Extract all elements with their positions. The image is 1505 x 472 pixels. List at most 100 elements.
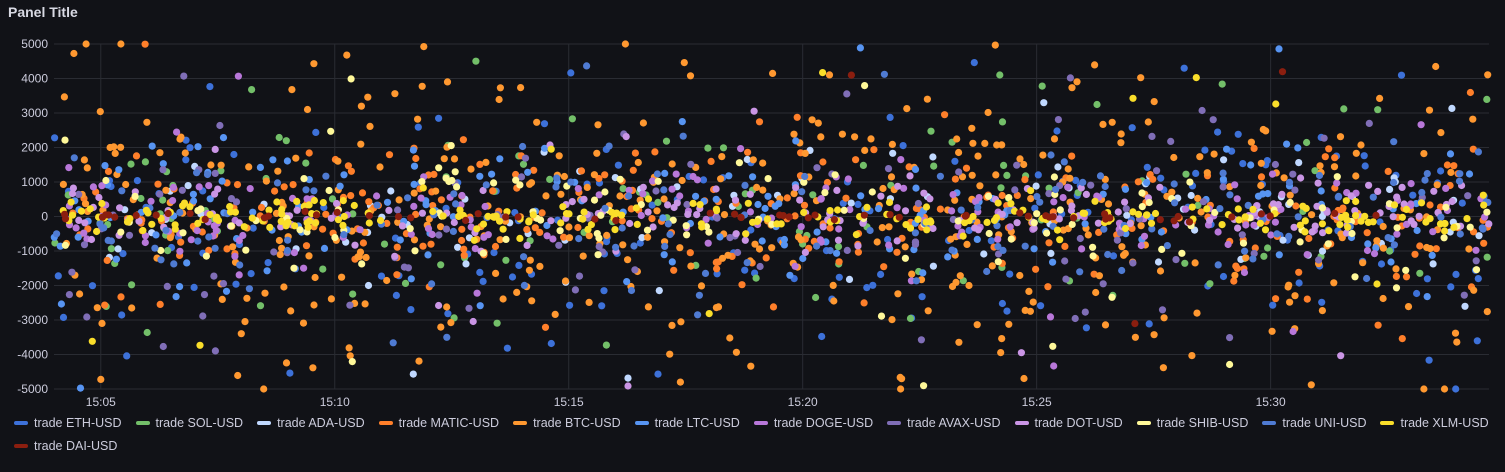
- data-point[interactable]: [1140, 232, 1149, 240]
- data-point[interactable]: [926, 217, 934, 225]
- data-point[interactable]: [514, 213, 522, 221]
- data-point[interactable]: [1266, 212, 1274, 220]
- data-point[interactable]: [1226, 334, 1234, 342]
- data-point[interactable]: [842, 194, 850, 202]
- data-point[interactable]: [361, 300, 369, 308]
- data-point[interactable]: [1209, 116, 1217, 124]
- data-point[interactable]: [1092, 288, 1100, 297]
- data-point[interactable]: [920, 189, 928, 197]
- data-point[interactable]: [280, 183, 288, 191]
- data-point[interactable]: [97, 375, 105, 383]
- data-point[interactable]: [951, 175, 960, 183]
- data-point[interactable]: [1297, 174, 1305, 182]
- data-point[interactable]: [499, 295, 507, 303]
- data-point[interactable]: [1484, 71, 1492, 79]
- data-point[interactable]: [447, 142, 455, 150]
- data-point[interactable]: [999, 246, 1007, 254]
- data-point[interactable]: [116, 204, 124, 212]
- data-point[interactable]: [568, 198, 576, 206]
- data-point[interactable]: [65, 164, 73, 172]
- data-point[interactable]: [339, 197, 347, 205]
- data-point[interactable]: [410, 162, 419, 170]
- data-point[interactable]: [546, 175, 554, 183]
- data-point[interactable]: [852, 156, 860, 164]
- data-point[interactable]: [340, 231, 348, 239]
- data-point[interactable]: [1117, 229, 1125, 237]
- data-point[interactable]: [953, 135, 961, 143]
- data-point[interactable]: [61, 136, 69, 144]
- data-point[interactable]: [115, 166, 123, 174]
- data-point[interactable]: [1089, 252, 1097, 260]
- data-point[interactable]: [1017, 349, 1025, 357]
- data-point[interactable]: [560, 233, 568, 241]
- data-point[interactable]: [210, 272, 218, 280]
- data-point[interactable]: [984, 192, 993, 200]
- data-point[interactable]: [1386, 185, 1394, 193]
- data-point[interactable]: [1181, 205, 1190, 213]
- data-point[interactable]: [639, 190, 647, 198]
- data-point[interactable]: [911, 165, 920, 173]
- data-point[interactable]: [339, 221, 347, 229]
- data-point[interactable]: [777, 220, 785, 228]
- data-point[interactable]: [1440, 234, 1448, 242]
- data-point[interactable]: [741, 266, 749, 274]
- data-point[interactable]: [1379, 244, 1387, 252]
- data-point[interactable]: [1387, 258, 1395, 266]
- data-point[interactable]: [1272, 100, 1280, 108]
- data-point[interactable]: [1101, 321, 1110, 329]
- data-point[interactable]: [495, 95, 503, 104]
- data-point[interactable]: [152, 231, 160, 239]
- data-point[interactable]: [1278, 190, 1286, 198]
- data-point[interactable]: [1081, 308, 1089, 316]
- data-point[interactable]: [1267, 231, 1275, 239]
- data-point[interactable]: [1291, 292, 1299, 300]
- data-point[interactable]: [1325, 227, 1333, 235]
- data-point[interactable]: [686, 72, 695, 80]
- data-point[interactable]: [1156, 183, 1164, 191]
- data-point[interactable]: [1055, 215, 1063, 223]
- data-point[interactable]: [660, 195, 668, 203]
- legend-item[interactable]: trade DOGE-USD: [753, 414, 873, 431]
- data-point[interactable]: [955, 168, 963, 176]
- data-point[interactable]: [753, 183, 761, 191]
- data-point[interactable]: [801, 248, 810, 256]
- data-point[interactable]: [273, 198, 281, 206]
- data-point[interactable]: [98, 199, 106, 208]
- data-point[interactable]: [1372, 244, 1380, 252]
- data-point[interactable]: [1452, 385, 1460, 393]
- data-point[interactable]: [624, 382, 632, 390]
- data-point[interactable]: [994, 235, 1002, 243]
- data-point[interactable]: [697, 282, 706, 290]
- data-point[interactable]: [481, 202, 489, 211]
- data-point[interactable]: [93, 227, 101, 236]
- data-point[interactable]: [377, 272, 386, 280]
- data-point[interactable]: [1049, 213, 1057, 221]
- data-point[interactable]: [171, 225, 179, 233]
- data-point[interactable]: [173, 128, 181, 136]
- data-point[interactable]: [1443, 161, 1451, 169]
- data-point[interactable]: [704, 239, 712, 247]
- data-point[interactable]: [648, 215, 656, 223]
- data-point[interactable]: [565, 234, 574, 242]
- data-point[interactable]: [519, 142, 527, 151]
- data-point[interactable]: [1045, 190, 1053, 198]
- data-point[interactable]: [1335, 192, 1343, 200]
- data-point[interactable]: [654, 177, 662, 185]
- data-point[interactable]: [974, 152, 982, 160]
- data-point[interactable]: [454, 243, 462, 251]
- data-point[interactable]: [968, 124, 976, 132]
- data-point[interactable]: [880, 70, 889, 78]
- data-point[interactable]: [747, 362, 755, 370]
- data-point[interactable]: [696, 201, 704, 209]
- data-point[interactable]: [547, 339, 555, 348]
- data-point[interactable]: [668, 258, 676, 266]
- data-point[interactable]: [974, 226, 983, 234]
- data-point[interactable]: [1052, 185, 1060, 194]
- data-point[interactable]: [319, 225, 327, 233]
- data-point[interactable]: [701, 269, 710, 277]
- data-point[interactable]: [1235, 216, 1243, 224]
- data-point[interactable]: [180, 72, 188, 80]
- data-point[interactable]: [122, 180, 130, 189]
- data-point[interactable]: [407, 230, 415, 238]
- data-point[interactable]: [424, 225, 433, 233]
